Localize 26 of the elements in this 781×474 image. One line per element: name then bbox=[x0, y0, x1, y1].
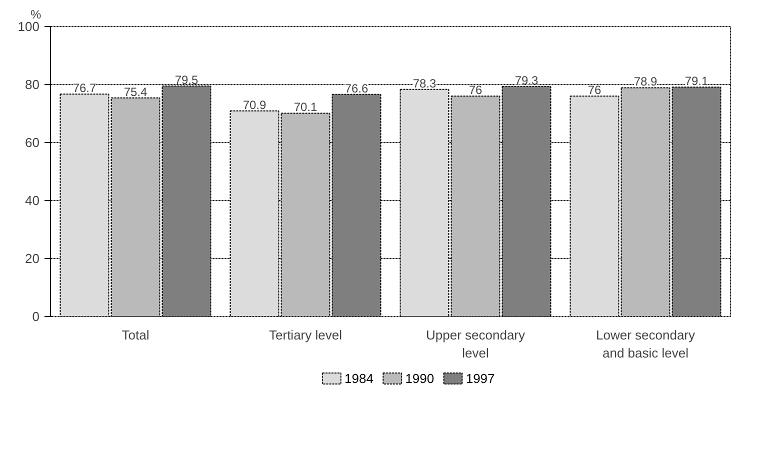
data-label: 79.1 bbox=[684, 74, 709, 88]
legend-label: 1997 bbox=[466, 371, 495, 386]
legend-label: 1984 bbox=[344, 371, 374, 386]
data-label: 79.5 bbox=[174, 72, 199, 87]
data-label: 79.3 bbox=[514, 74, 539, 88]
data-label: 70.9 bbox=[242, 98, 267, 112]
data-label: 70.1 bbox=[294, 100, 318, 114]
data-label: 78.3 bbox=[412, 76, 437, 90]
y-tick-label: 80 bbox=[25, 77, 40, 92]
x-tick-label: Lower secondary and basic level bbox=[596, 328, 696, 360]
y-tick-label: 100 bbox=[18, 19, 40, 34]
x-tick-label: Upper secondary level bbox=[426, 328, 526, 360]
y-tick-label: 20 bbox=[25, 251, 40, 266]
x-tick-label: Total bbox=[122, 328, 150, 342]
data-label: 75.4 bbox=[124, 84, 148, 99]
y-tick-label: 40 bbox=[25, 193, 40, 208]
y-tick-label: 0 bbox=[32, 309, 40, 324]
y-axis-title: % bbox=[30, 8, 42, 22]
data-label: 76 bbox=[468, 83, 482, 98]
y-tick-label: 60 bbox=[25, 135, 40, 150]
data-label: 76 bbox=[588, 83, 602, 98]
data-label: 76.6 bbox=[344, 81, 369, 96]
x-tick-label: Tertiary level bbox=[269, 328, 342, 342]
data-label: 76.7 bbox=[72, 81, 97, 96]
legend-label: 1990 bbox=[405, 371, 434, 386]
data-label: 78.9 bbox=[634, 74, 658, 89]
